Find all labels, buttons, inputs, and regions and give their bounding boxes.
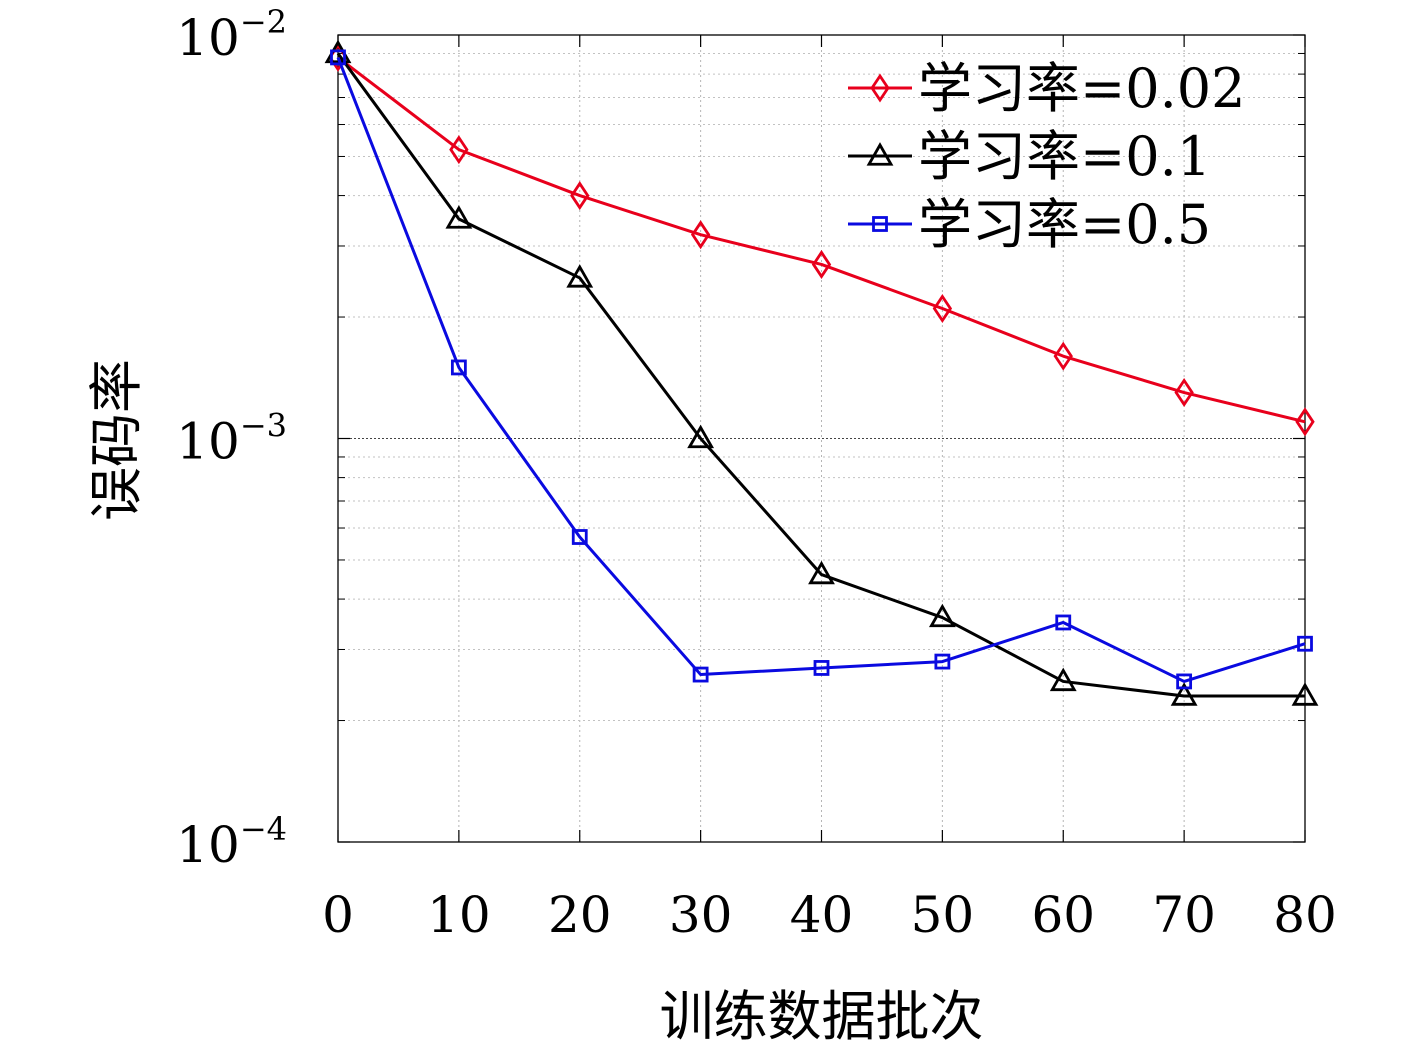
data-point-diamond: [690, 220, 711, 250]
data-point-triangle: [928, 603, 956, 628]
legend-label: 学习率=0.1: [918, 125, 1211, 188]
legend-entry-2: 学习率=0.1: [848, 125, 1211, 188]
axes: [337, 34, 1306, 843]
data-point-triangle: [566, 264, 594, 288]
y-tick-label: 10−2: [176, 3, 287, 67]
legend-entry-1: 学习率=0.02: [848, 57, 1245, 120]
grid: [338, 35, 1305, 842]
x-tick-label: 70: [1152, 886, 1216, 944]
data-point-diamond: [570, 181, 590, 211]
x-tick-label: 10: [427, 886, 491, 944]
x-tick-label: 0: [322, 886, 354, 944]
data-point-triangle: [445, 205, 473, 229]
legend-marker-triangle: [866, 142, 894, 166]
series-1: [328, 42, 1315, 437]
data-point-diamond: [932, 293, 953, 324]
axis-labels: 0 10 20 30 40 50 60 70 80 10−2 10−3 10−4 训练数据批次 误码率: [85, 3, 1337, 1048]
series-line-2: [336, 52, 1305, 698]
y-axis-title: 误码率: [85, 359, 148, 521]
data-point-diamond: [811, 249, 832, 279]
legend-label: 学习率=0.5: [918, 193, 1211, 256]
legend-label: 学习率=0.02: [918, 57, 1245, 120]
data-point-square: [1176, 673, 1193, 690]
y-tick-label: 10−3: [176, 407, 287, 471]
data-point-triangle: [1170, 682, 1198, 706]
data-point-triangle: [808, 560, 835, 585]
data-point-square: [571, 529, 588, 545]
legend-marker-diamond: [870, 73, 890, 103]
data-point-diamond: [1053, 341, 1073, 371]
series-line-3: [336, 56, 1306, 683]
data-point-triangle: [687, 424, 715, 449]
x-tick-label: 50: [911, 886, 975, 944]
data-point-square: [1297, 635, 1313, 652]
data-point-square: [330, 49, 346, 66]
series-3: [330, 49, 1313, 690]
y-tick-label: 10−4: [176, 810, 287, 874]
x-tick-label: 80: [1273, 886, 1337, 944]
series-line-1: [337, 56, 1306, 424]
data-point-diamond: [449, 135, 469, 165]
data-point-triangle: [1291, 682, 1319, 706]
data-point-square: [934, 653, 951, 670]
series-2: [324, 39, 1319, 706]
legend-marker-square: [872, 216, 888, 232]
legend-entry-3: 学习率=0.5: [848, 193, 1211, 256]
data-point-square: [1055, 614, 1072, 631]
data-point-square: [813, 660, 830, 676]
data-point-diamond: [1174, 377, 1194, 408]
series-layer: [324, 39, 1319, 706]
x-tick-label: 20: [548, 886, 612, 944]
data-point-square: [450, 359, 467, 376]
x-axis-title: 训练数据批次: [660, 985, 984, 1048]
x-tick-label: 40: [790, 886, 854, 944]
data-point-diamond: [1295, 407, 1315, 437]
x-tick-label: 60: [1031, 886, 1095, 944]
x-tick-label: 30: [669, 886, 733, 944]
data-point-square: [692, 666, 709, 683]
data-point-triangle: [1049, 667, 1077, 692]
